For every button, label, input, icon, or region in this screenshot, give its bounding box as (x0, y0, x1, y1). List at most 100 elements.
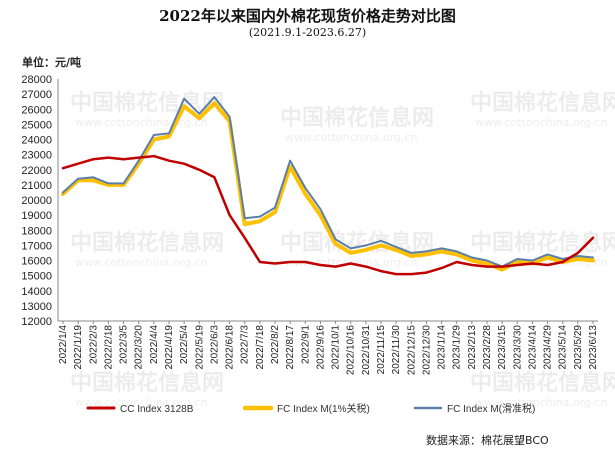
data-point (455, 250, 458, 253)
watermark-text: 中国棉花信息网 (280, 105, 434, 131)
y-tick-label: 21000 (21, 180, 52, 192)
data-point (304, 193, 307, 195)
x-tick-label: 2022/10/1 (331, 325, 342, 370)
data-point (455, 253, 458, 256)
data-point (561, 258, 564, 260)
data-point (425, 250, 428, 253)
data-point (153, 134, 155, 136)
x-tick-label: 2022/9/1 (300, 325, 311, 364)
watermark-text: 中国棉花信息网 (70, 230, 224, 256)
y-tick-label: 22000 (21, 165, 52, 177)
x-tick-label: 2022/2/18 (103, 325, 114, 370)
x-tick-label: 2022/7/18 (255, 325, 266, 370)
data-point (304, 261, 307, 263)
x-tick-label: 2022/3/20 (134, 325, 145, 370)
data-point (228, 214, 231, 216)
data-point (259, 261, 261, 263)
legend-label: FC Index M(滑准税) (447, 402, 535, 415)
y-tick-label: 25000 (21, 119, 52, 131)
y-tick-label: 20000 (21, 195, 52, 207)
data-point (501, 268, 503, 271)
x-tick-label: 2022/8/17 (285, 325, 296, 370)
data-point (546, 256, 549, 259)
x-tick-label: 2022/8/2 (270, 325, 281, 364)
x-tick-label: 2022/11/15 (376, 325, 387, 375)
data-point (107, 184, 110, 186)
y-tick-label: 23000 (21, 150, 52, 162)
data-point (107, 156, 110, 159)
data-point (577, 258, 579, 260)
y-tick-label: 27000 (21, 89, 52, 101)
data-point (168, 132, 170, 135)
data-point (319, 214, 322, 216)
data-point (168, 135, 170, 138)
series-lines (61, 96, 595, 276)
data-point (153, 155, 155, 157)
chart-subtitle: (2021.9.1-2023.6.27) (248, 26, 367, 39)
data-point (440, 247, 443, 250)
watermark-url: www.cottonchina.org.cn (75, 396, 207, 409)
data-point (274, 262, 276, 265)
y-tick-label: 18000 (21, 225, 52, 237)
data-point (380, 244, 382, 247)
data-point (561, 261, 564, 263)
data-point (592, 237, 594, 239)
data-point (137, 156, 140, 159)
watermark-url: www.cottonchina.org.cn (285, 131, 417, 144)
data-point (546, 253, 549, 256)
x-tick-label: 2022/1/4 (58, 325, 69, 364)
data-point (486, 262, 488, 265)
data-point (122, 158, 125, 160)
data-point (183, 162, 185, 165)
y-tick-label: 15000 (21, 271, 52, 283)
data-point (137, 159, 140, 162)
data-point (546, 264, 549, 266)
x-tick-label: 2022/7/3 (240, 325, 251, 364)
data-point (213, 176, 216, 179)
data-point (349, 262, 352, 265)
x-tick-label: 2022/4/19 (164, 325, 175, 370)
watermark-url: www.cottonchina.org.cn (475, 116, 607, 129)
x-tick-label: 2023/6/13 (588, 325, 599, 370)
data-point (425, 271, 428, 274)
data-point (531, 262, 534, 265)
data-point (440, 267, 443, 269)
data-point (592, 256, 594, 259)
legend-label: FC Index M(1%关税) (277, 402, 370, 415)
x-tick-label: 2023/1/14 (437, 325, 448, 370)
data-point (486, 265, 488, 268)
data-point (425, 253, 428, 256)
data-point (349, 252, 352, 254)
data-point (380, 270, 382, 272)
data-point (365, 244, 367, 247)
data-point (319, 264, 322, 266)
y-tick-label: 26000 (21, 104, 52, 116)
data-point (274, 211, 276, 213)
data-point (334, 238, 337, 241)
data-point (410, 273, 413, 275)
y-tick-label: 17000 (21, 240, 52, 252)
data-point (183, 97, 185, 100)
x-tick-label: 2022/10/16 (346, 325, 357, 375)
data-point (198, 168, 201, 171)
data-point (259, 215, 261, 218)
series-line-0 (61, 154, 595, 276)
y-axis-unit-label: 单位：元/吨 (22, 56, 82, 69)
watermark-text: 中国棉花信息网 (470, 230, 615, 256)
data-point (395, 273, 397, 275)
watermark-text: 中国棉花信息网 (70, 370, 224, 396)
data-point (107, 182, 110, 185)
x-tick-label: 2022/12/30 (421, 325, 432, 375)
data-point (349, 247, 352, 250)
data-point (334, 243, 337, 245)
data-point (592, 259, 594, 262)
series-line-1 (61, 101, 595, 272)
x-tick-label: 2023/4/29 (543, 325, 554, 370)
data-point (77, 162, 79, 165)
data-point (92, 158, 95, 160)
watermark-text: 中国棉花信息网 (470, 370, 615, 396)
legend: CC Index 3128B FC Index M(1%关税) FC Index M… (86, 402, 535, 415)
x-tick-label: 2022/6/18 (225, 325, 236, 370)
data-point (183, 105, 185, 108)
